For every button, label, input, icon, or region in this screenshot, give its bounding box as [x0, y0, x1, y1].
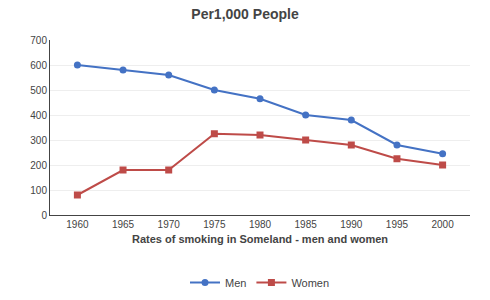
svg-text:600: 600 — [30, 60, 47, 71]
svg-text:Men: Men — [225, 277, 246, 289]
svg-text:1960: 1960 — [66, 219, 89, 230]
svg-text:0: 0 — [41, 210, 47, 221]
svg-text:400: 400 — [30, 110, 47, 121]
svg-text:700: 700 — [30, 35, 47, 46]
svg-text:200: 200 — [30, 160, 47, 171]
svg-text:Per1,000 People: Per1,000 People — [191, 6, 299, 22]
svg-text:1985: 1985 — [295, 219, 318, 230]
svg-text:1970: 1970 — [158, 219, 181, 230]
svg-text:300: 300 — [30, 135, 47, 146]
svg-text:1995: 1995 — [386, 219, 409, 230]
svg-text:2000: 2000 — [431, 219, 454, 230]
svg-text:1965: 1965 — [112, 219, 135, 230]
svg-text:1990: 1990 — [340, 219, 363, 230]
svg-text:1980: 1980 — [249, 219, 272, 230]
svg-text:1975: 1975 — [203, 219, 226, 230]
svg-text:Women: Women — [291, 277, 329, 289]
svg-text:Rates of smoking in Someland -: Rates of smoking in Someland - men and w… — [132, 233, 388, 245]
svg-text:100: 100 — [30, 185, 47, 196]
svg-text:500: 500 — [30, 85, 47, 96]
